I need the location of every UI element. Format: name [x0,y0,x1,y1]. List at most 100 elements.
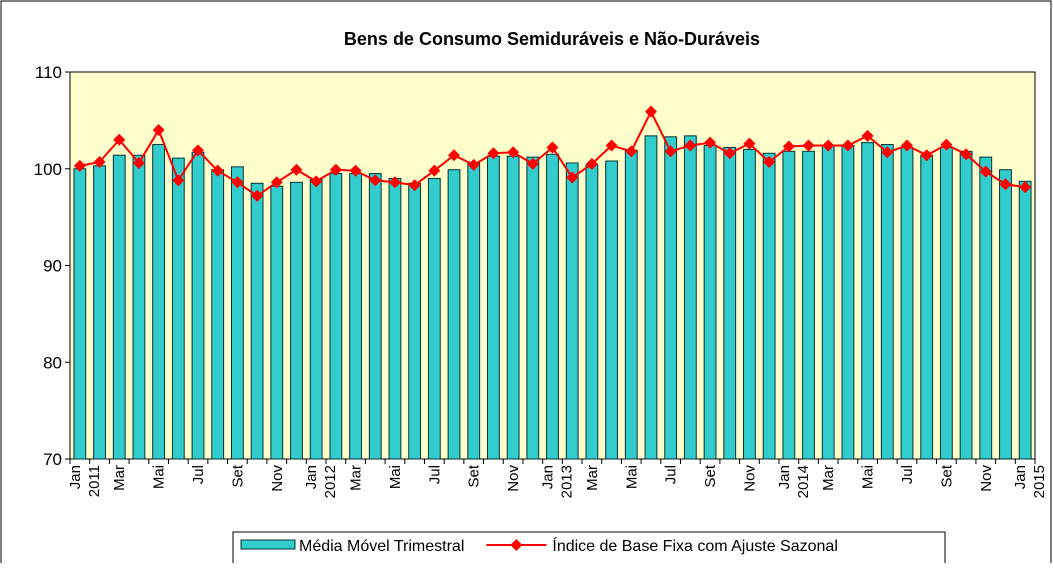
line-marker [369,174,382,187]
line-marker [684,139,697,152]
line-marker [1019,181,1032,194]
bar [487,155,500,460]
x-tick-label: Nov [978,465,995,492]
bar [565,162,579,460]
line-marker [644,105,657,118]
line-marker [73,159,86,172]
bar [93,165,106,460]
line-marker [467,158,480,171]
line-marker [132,156,145,169]
bar [526,156,540,460]
bar [427,177,441,460]
line-marker [782,140,795,153]
x-tick-label: Set [702,464,719,487]
x-tick-label: Mai [623,465,640,489]
bar [546,153,559,460]
line-marker [900,139,913,152]
line-marker [231,176,244,189]
x-tick-label: Jan 2013 [540,465,576,498]
bar [230,166,244,460]
line-marker [861,129,874,142]
bar [999,169,1012,460]
legend-label: Média Móvel Trimestral [299,538,464,555]
y-tick-label: 100 [34,160,62,179]
line-marker [270,176,283,189]
x-tick-label: Jan 2015 [1012,465,1048,498]
bar [605,160,618,460]
line-marker [113,133,126,146]
legend-swatch [510,539,523,551]
line-marker [290,163,303,176]
bar [309,178,323,460]
x-tick-label: Jan 2014 [776,465,812,498]
x-tick-label: Mar [584,465,601,491]
line-marker [605,139,618,152]
bar [290,181,303,460]
line-marker [999,178,1012,191]
line-marker [585,157,598,170]
line-marker [664,145,677,158]
bar [211,169,225,460]
bar [388,177,402,460]
bar [880,144,894,460]
x-tick-label: Jul [899,465,916,484]
bar [802,150,815,460]
line-marker [822,139,835,152]
x-tick-label: Nov [505,465,522,492]
bar [408,182,422,460]
x-tick-label: Jan 2012 [303,465,339,498]
bar [447,169,461,460]
bar [841,145,855,460]
line-marker [507,146,520,159]
line-marker [625,145,638,158]
line-marker [723,147,736,160]
line-marker [940,138,953,151]
bar [644,135,658,460]
line-marker [448,149,461,162]
line-marker [763,155,776,168]
line-marker [841,139,854,152]
bar [920,154,934,460]
line-marker [408,179,421,192]
line-marker [428,164,441,177]
x-tick-label: Mar [111,465,128,491]
bar [191,151,205,460]
bar [368,173,382,460]
x-tick-label: Jul [663,465,680,484]
bar [900,146,914,460]
x-tick-label: Mai [151,465,168,489]
line-marker [211,164,224,177]
x-tick-label: Nov [741,465,758,492]
bar [782,150,796,460]
line-marker [349,164,362,177]
bar [743,148,756,460]
bar [664,136,678,460]
bar [506,155,520,460]
y-tick-label: 80 [43,353,62,372]
line-marker [704,136,717,149]
y-tick-label: 90 [43,257,62,276]
x-tick-label: Jul [426,465,443,484]
x-tick-label: Set [466,464,483,487]
y-tick-label: 70 [43,450,62,469]
bar [132,154,146,460]
bar [349,173,362,460]
line-marker [526,157,539,170]
bar [979,156,993,460]
line-marker [310,175,323,188]
bar [585,164,599,460]
x-tick-label: Jul [190,465,207,484]
bar [762,152,776,460]
bar [467,162,481,460]
bar [683,135,697,460]
chart-title: Bens de Consumo Semiduráveis e Não-Duráv… [344,29,760,49]
bar [329,173,343,460]
line-marker [960,148,973,161]
line-marker [172,174,185,187]
x-tick-label: Set [938,464,955,487]
line-marker [566,171,579,184]
legend-label: Índice de Base Fixa com Ajuste Sazonal [552,536,838,555]
bar [171,157,185,460]
bar [112,154,126,460]
